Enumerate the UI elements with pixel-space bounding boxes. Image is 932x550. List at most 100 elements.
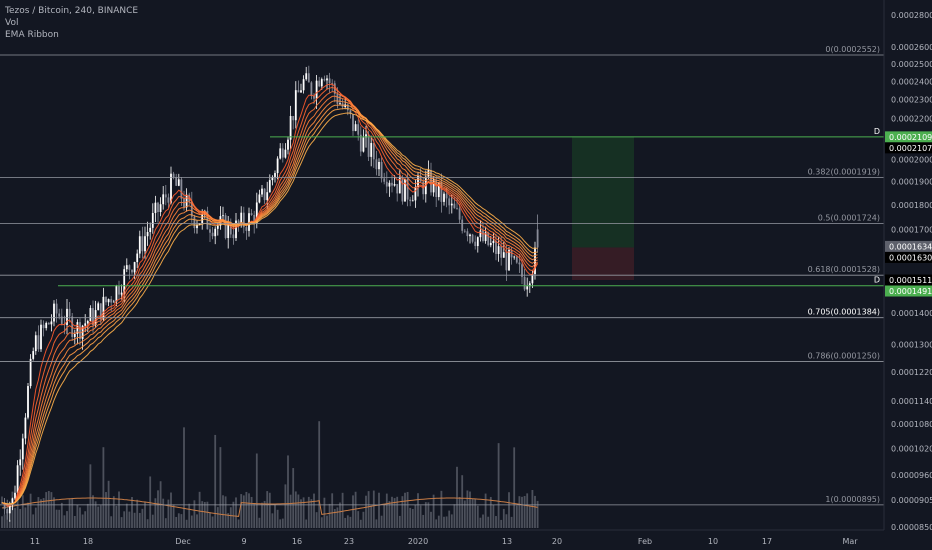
candle-body: [55, 303, 58, 314]
candle: [320, 77, 323, 90]
candle: [287, 136, 289, 155]
volume-bar: [440, 490, 443, 528]
candle: [432, 175, 435, 197]
price-axis[interactable]: 0.0002800 0.0002600 0.0002500 0.0002400 0.00…: [891, 11, 932, 532]
volume-bar: [276, 509, 279, 528]
volume-bar: [47, 490, 50, 528]
volume-bar: [1, 516, 3, 528]
candle: [310, 81, 313, 100]
candle-body: [245, 227, 248, 231]
price-tick: 0.0002500: [891, 60, 932, 69]
candle-body: [427, 169, 430, 177]
volume-bar: [50, 492, 53, 528]
volume-bar: [131, 496, 133, 528]
volume-bar: [515, 505, 518, 528]
volume-bar: [396, 496, 399, 528]
candle: [294, 81, 297, 129]
volume-bar: [528, 506, 531, 528]
volume-bar: [157, 490, 159, 528]
volume-bar: [58, 509, 61, 528]
symbol-title[interactable]: Tezos / Bitcoin, 240, BINANCE: [5, 6, 139, 16]
candle-body: [445, 193, 448, 199]
volume-bar: [242, 495, 245, 528]
volume-bar: [372, 490, 375, 528]
candle-body: [261, 188, 263, 195]
volume-bar: [362, 511, 365, 528]
price-label-text: 0.0001630: [889, 253, 932, 262]
volume-ma-line: [1, 497, 538, 517]
stop-zone[interactable]: [572, 247, 634, 281]
volume-bar: [125, 503, 128, 528]
candle: [359, 126, 362, 157]
candle: [131, 269, 133, 275]
candle: [37, 325, 40, 352]
volume-bar: [112, 496, 115, 528]
price-label-bg: [885, 131, 932, 143]
candle-body: [6, 509, 9, 514]
volume-bar: [237, 519, 240, 528]
candle-body: [266, 192, 269, 201]
candle-body: [115, 285, 118, 302]
candle: [159, 197, 162, 217]
candle-body: [21, 438, 24, 460]
volume-moving-average: [1, 497, 538, 517]
volume-bar: [180, 514, 183, 528]
candle-body: [375, 159, 378, 170]
candle-body: [456, 208, 458, 210]
volume-bar: [292, 468, 295, 528]
candle-body: [378, 161, 380, 170]
volume-bar: [320, 517, 323, 528]
volume-bar: [357, 511, 360, 528]
price-tick: 0.0001900: [891, 178, 932, 187]
volume-bar: [81, 514, 84, 528]
candle-body: [175, 177, 178, 186]
ema-line: [1, 100, 538, 505]
volume-bar: [138, 512, 141, 528]
volume-bar: [279, 519, 282, 528]
candle-body: [352, 114, 354, 131]
fib-label: 0(0.0002552): [825, 45, 880, 54]
candle-body: [521, 264, 523, 277]
candle: [138, 230, 141, 259]
target-zone[interactable]: [572, 136, 634, 248]
candle-body: [248, 213, 250, 231]
volume-bar: [419, 505, 422, 528]
candle-body: [170, 173, 172, 203]
volume-bar: [42, 498, 45, 528]
candle: [99, 303, 102, 326]
price-label: 0.0002109: [885, 131, 932, 143]
price-tick: 0.0001800: [891, 201, 932, 210]
volume-bar: [417, 493, 419, 528]
candle: [469, 233, 471, 244]
candle: [211, 226, 214, 240]
candle-body: [476, 237, 479, 247]
candle-body: [367, 134, 370, 157]
volume-bar: [248, 493, 250, 528]
candle-body: [128, 265, 131, 270]
volume-bars: [1, 421, 539, 528]
volume-bar: [193, 500, 196, 528]
candle: [258, 189, 261, 204]
candle-body: [125, 265, 128, 270]
candle: [224, 212, 227, 240]
volume-bar: [391, 496, 393, 528]
legend-ema-ribbon[interactable]: EMA Ribbon: [5, 30, 59, 40]
candle: [167, 193, 170, 208]
volume-bar: [510, 516, 513, 528]
candle: [3, 497, 6, 515]
candle: [409, 196, 412, 207]
candle-body: [71, 316, 74, 337]
candle: [271, 175, 274, 186]
candle-body: [289, 116, 292, 140]
volume-bar: [367, 491, 370, 528]
candle: [456, 197, 458, 210]
time-axis[interactable]: 11 18 Dec 9 16 23 2020 13 20 Feb 10 17 Mar: [30, 537, 858, 546]
legend-volume[interactable]: Vol: [5, 18, 19, 28]
candle: [214, 226, 217, 245]
candle-body: [349, 110, 352, 115]
time-tick: 20: [552, 537, 562, 546]
candle: [339, 94, 341, 106]
candle-body: [365, 134, 367, 138]
volume-bar: [185, 519, 188, 528]
